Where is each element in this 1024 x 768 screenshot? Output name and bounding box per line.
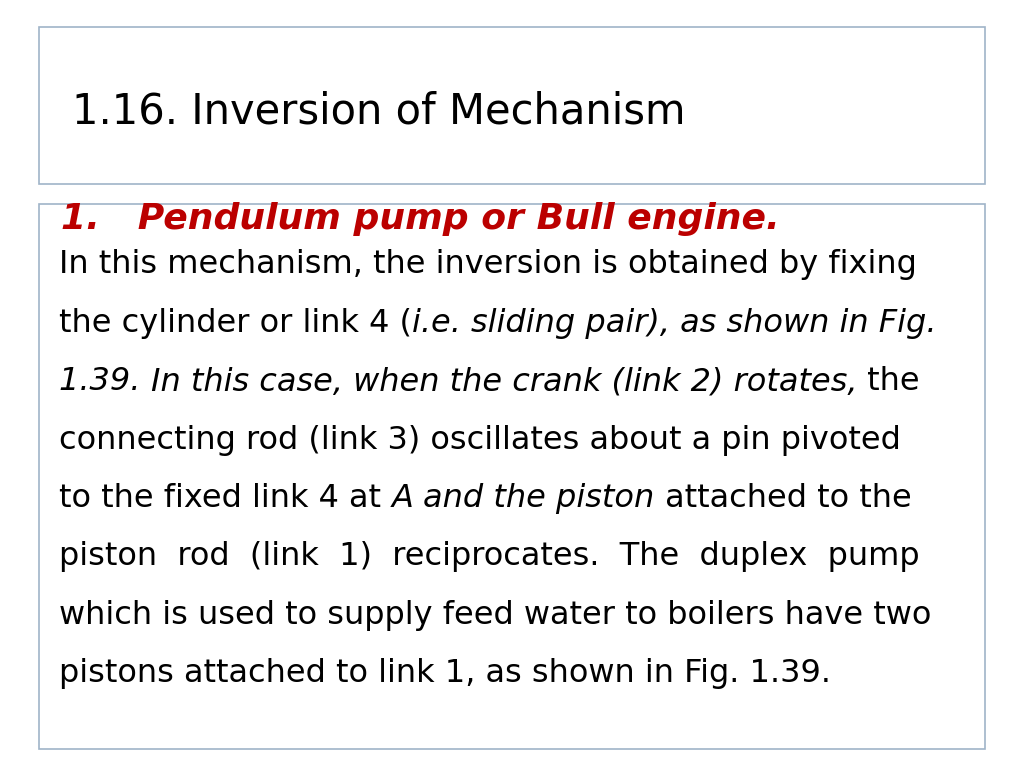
Text: connecting rod (link 3) oscillates about a pin pivoted: connecting rod (link 3) oscillates about… bbox=[59, 425, 901, 455]
Text: 1.39.: 1.39. bbox=[59, 366, 151, 397]
Text: 1.   Pendulum pump or Bull engine.: 1. Pendulum pump or Bull engine. bbox=[61, 202, 780, 236]
Text: 1.16. Inversion of Mechanism: 1.16. Inversion of Mechanism bbox=[72, 91, 685, 132]
Text: i.e. sliding pair), as shown in Fig.: i.e. sliding pair), as shown in Fig. bbox=[413, 308, 937, 339]
Text: the cylinder or link 4 (: the cylinder or link 4 ( bbox=[59, 308, 413, 339]
Text: the: the bbox=[857, 366, 920, 397]
Text: A and the piston: A and the piston bbox=[391, 483, 654, 514]
FancyBboxPatch shape bbox=[39, 204, 985, 749]
Text: piston  rod  (link  1)  reciprocates.  The  duplex  pump: piston rod (link 1) reciprocates. The du… bbox=[59, 541, 920, 572]
Text: pistons attached to link 1, as shown in Fig. 1.39.: pistons attached to link 1, as shown in … bbox=[59, 658, 831, 689]
Text: In this case, when the crank (link 2) rotates,: In this case, when the crank (link 2) ro… bbox=[151, 366, 857, 397]
Text: which is used to supply feed water to boilers have two: which is used to supply feed water to bo… bbox=[59, 600, 932, 631]
Text: attached to the: attached to the bbox=[654, 483, 911, 514]
FancyBboxPatch shape bbox=[39, 27, 985, 184]
Text: to the fixed link 4 at: to the fixed link 4 at bbox=[59, 483, 391, 514]
Text: In this mechanism, the inversion is obtained by fixing: In this mechanism, the inversion is obta… bbox=[59, 250, 918, 280]
